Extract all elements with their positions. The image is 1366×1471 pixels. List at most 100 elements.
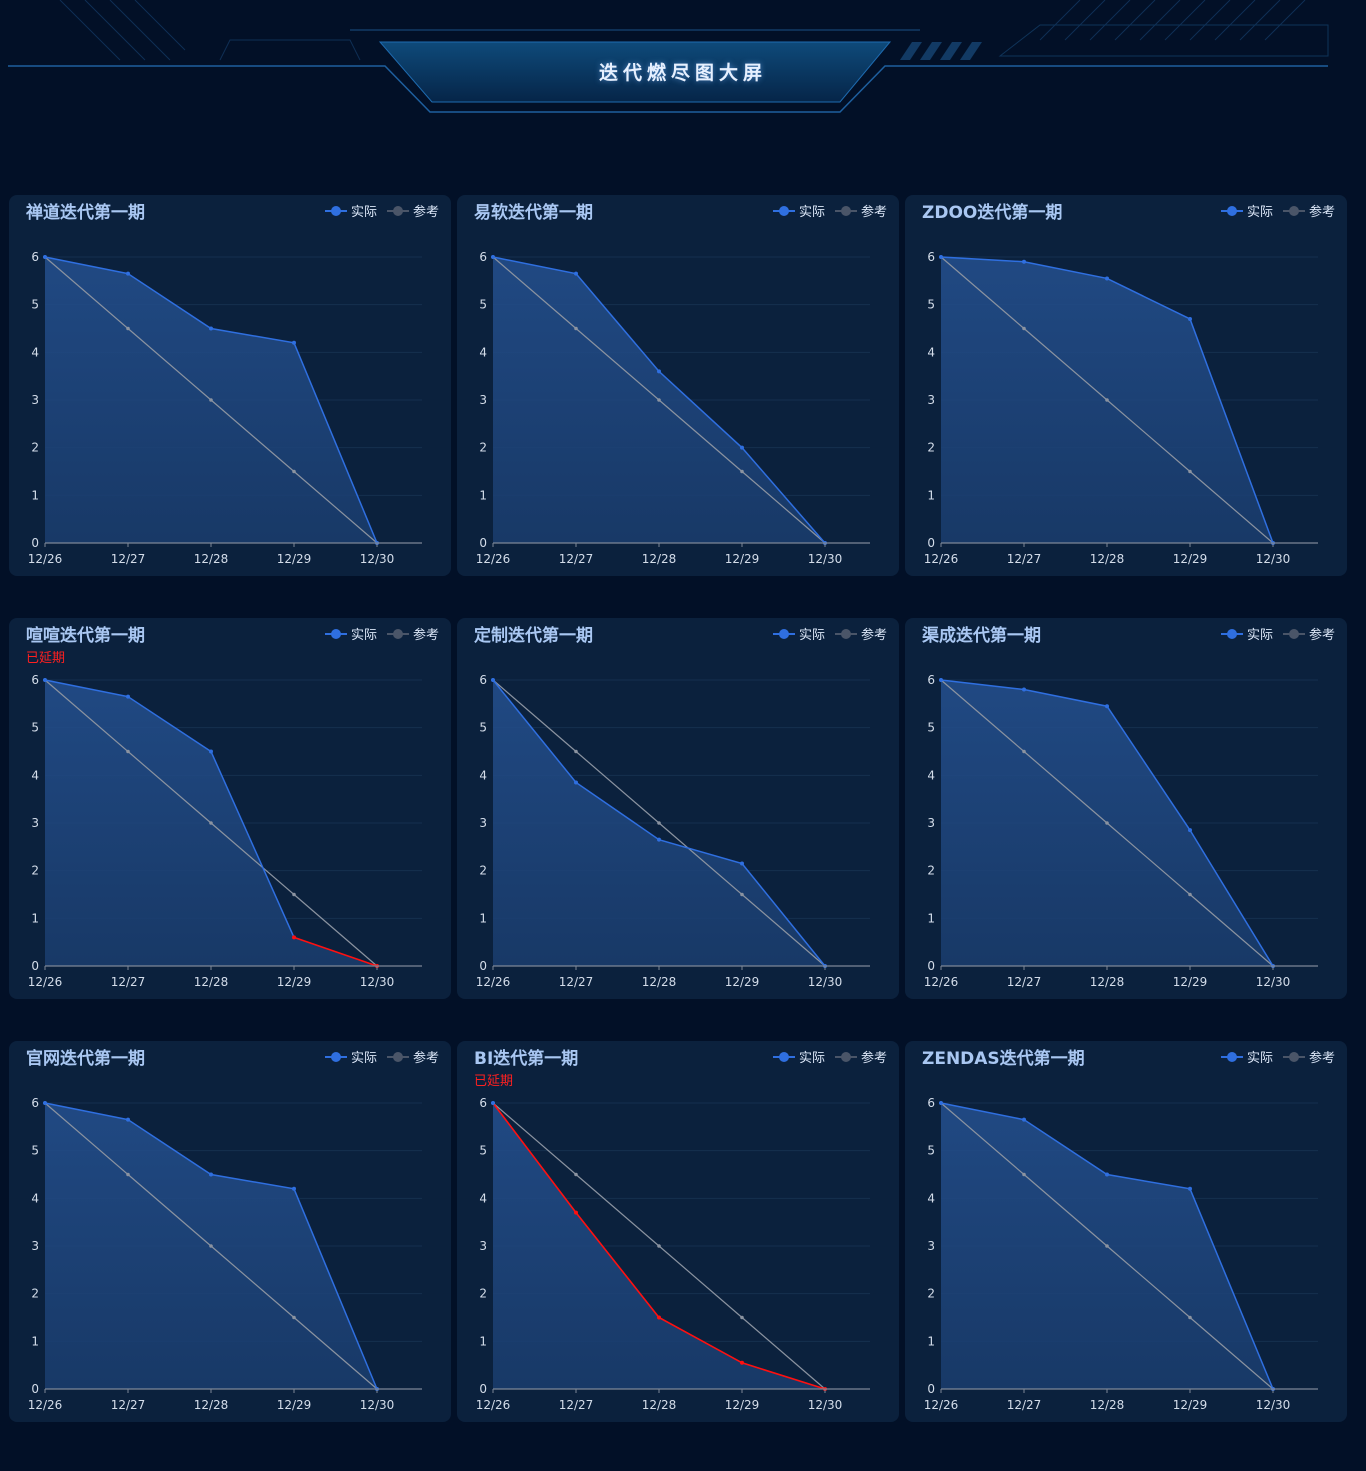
x-tick-label: 12/28: [1090, 552, 1125, 566]
actual-point[interactable]: [126, 1117, 130, 1122]
reference-point[interactable]: [1022, 1172, 1026, 1177]
actual-point[interactable]: [1188, 316, 1192, 321]
actual-point[interactable]: [740, 445, 744, 450]
legend-item-reference[interactable]: 参考: [1282, 201, 1335, 220]
actual-point[interactable]: [209, 1172, 213, 1177]
reference-point[interactable]: [292, 469, 296, 474]
reference-point[interactable]: [1105, 1244, 1109, 1248]
reference-point[interactable]: [657, 1244, 661, 1248]
x-tick-label: 12/27: [111, 1398, 146, 1412]
actual-point[interactable]: [292, 340, 296, 345]
x-tick-label: 12/28: [642, 1398, 677, 1412]
y-tick-label: 6: [31, 250, 39, 264]
actual-point[interactable]: [939, 255, 943, 259]
actual-point[interactable]: [1188, 1186, 1192, 1191]
actual-point[interactable]: [657, 369, 661, 374]
actual-point[interactable]: [126, 694, 130, 699]
y-tick-label: 5: [927, 1144, 935, 1158]
legend-item-reference[interactable]: 参考: [386, 201, 439, 220]
actual-point[interactable]: [574, 271, 578, 276]
reference-point[interactable]: [1105, 398, 1109, 402]
actual-point[interactable]: [1022, 687, 1026, 692]
actual-point[interactable]: [574, 1210, 578, 1215]
y-tick-label: 2: [31, 864, 39, 878]
actual-point[interactable]: [209, 749, 213, 754]
y-tick-label: 6: [927, 1096, 935, 1110]
actual-point[interactable]: [43, 1101, 47, 1105]
reference-point[interactable]: [1105, 821, 1109, 825]
actual-point[interactable]: [740, 861, 744, 866]
actual-point[interactable]: [1105, 1172, 1109, 1177]
actual-point[interactable]: [657, 1315, 661, 1320]
actual-point[interactable]: [491, 1101, 495, 1105]
legend-item-reference[interactable]: 参考: [834, 201, 887, 220]
actual-point[interactable]: [43, 255, 47, 259]
actual-point[interactable]: [574, 780, 578, 785]
reference-point[interactable]: [1022, 749, 1026, 754]
actual-point[interactable]: [292, 1186, 296, 1191]
x-tick-label: 12/29: [725, 1398, 760, 1412]
reference-point[interactable]: [1022, 326, 1026, 331]
actual-point[interactable]: [43, 678, 47, 682]
reference-point[interactable]: [574, 749, 578, 754]
reference-point[interactable]: [574, 1172, 578, 1177]
actual-point[interactable]: [939, 678, 943, 682]
legend-item-actual[interactable]: 实际: [772, 624, 825, 643]
reference-point[interactable]: [657, 398, 661, 402]
legend-item-reference[interactable]: 参考: [1282, 1047, 1335, 1066]
reference-point[interactable]: [209, 1244, 213, 1248]
y-tick-label: 6: [31, 673, 39, 687]
legend-item-reference[interactable]: 参考: [386, 1047, 439, 1066]
legend-item-reference[interactable]: 参考: [1282, 624, 1335, 643]
reference-point[interactable]: [292, 892, 296, 897]
x-tick-label: 12/26: [476, 1398, 511, 1412]
reference-point[interactable]: [1188, 1315, 1192, 1320]
actual-point[interactable]: [491, 678, 495, 682]
legend-item-reference[interactable]: 参考: [834, 624, 887, 643]
x-tick-label: 12/29: [277, 1398, 312, 1412]
legend-label: 实际: [1246, 205, 1273, 220]
x-tick-label: 12/30: [808, 552, 843, 566]
reference-point[interactable]: [126, 749, 130, 754]
reference-point[interactable]: [657, 821, 661, 825]
reference-point[interactable]: [292, 1315, 296, 1320]
y-tick-label: 4: [31, 768, 39, 782]
reference-point[interactable]: [740, 469, 744, 474]
reference-point[interactable]: [126, 1172, 130, 1177]
reference-point[interactable]: [740, 1315, 744, 1320]
actual-point[interactable]: [126, 271, 130, 276]
actual-point[interactable]: [1188, 828, 1192, 833]
actual-point[interactable]: [1022, 1117, 1026, 1122]
reference-point[interactable]: [1188, 892, 1192, 897]
reference-point[interactable]: [209, 398, 213, 402]
actual-point[interactable]: [1105, 276, 1109, 281]
legend-item-actual[interactable]: 实际: [324, 624, 377, 643]
x-tick-label: 12/27: [111, 975, 146, 989]
reference-point[interactable]: [209, 821, 213, 825]
actual-point[interactable]: [657, 837, 661, 842]
actual-point[interactable]: [209, 326, 213, 331]
legend-item-actual[interactable]: 实际: [1220, 624, 1273, 643]
actual-point[interactable]: [740, 1360, 744, 1365]
legend-item-actual[interactable]: 实际: [324, 201, 377, 220]
actual-point[interactable]: [939, 1101, 943, 1105]
y-tick-label: 6: [479, 673, 487, 687]
actual-point[interactable]: [1105, 704, 1109, 709]
legend-item-actual[interactable]: 实际: [324, 1047, 377, 1066]
reference-point[interactable]: [126, 326, 130, 331]
actual-point[interactable]: [292, 935, 296, 940]
legend-item-actual[interactable]: 实际: [1220, 1047, 1273, 1066]
legend-item-actual[interactable]: 实际: [1220, 201, 1273, 220]
legend-item-actual[interactable]: 实际: [772, 201, 825, 220]
legend-item-actual[interactable]: 实际: [772, 1047, 825, 1066]
reference-point[interactable]: [1188, 469, 1192, 474]
reference-point[interactable]: [740, 892, 744, 897]
y-tick-label: 5: [927, 298, 935, 312]
chart-legend: 实际 参考: [763, 1047, 887, 1066]
reference-point[interactable]: [574, 326, 578, 331]
delayed-badge: 已延期: [26, 651, 66, 666]
legend-item-reference[interactable]: 参考: [386, 624, 439, 643]
actual-point[interactable]: [491, 255, 495, 259]
actual-point[interactable]: [1022, 259, 1026, 264]
legend-item-reference[interactable]: 参考: [834, 1047, 887, 1066]
